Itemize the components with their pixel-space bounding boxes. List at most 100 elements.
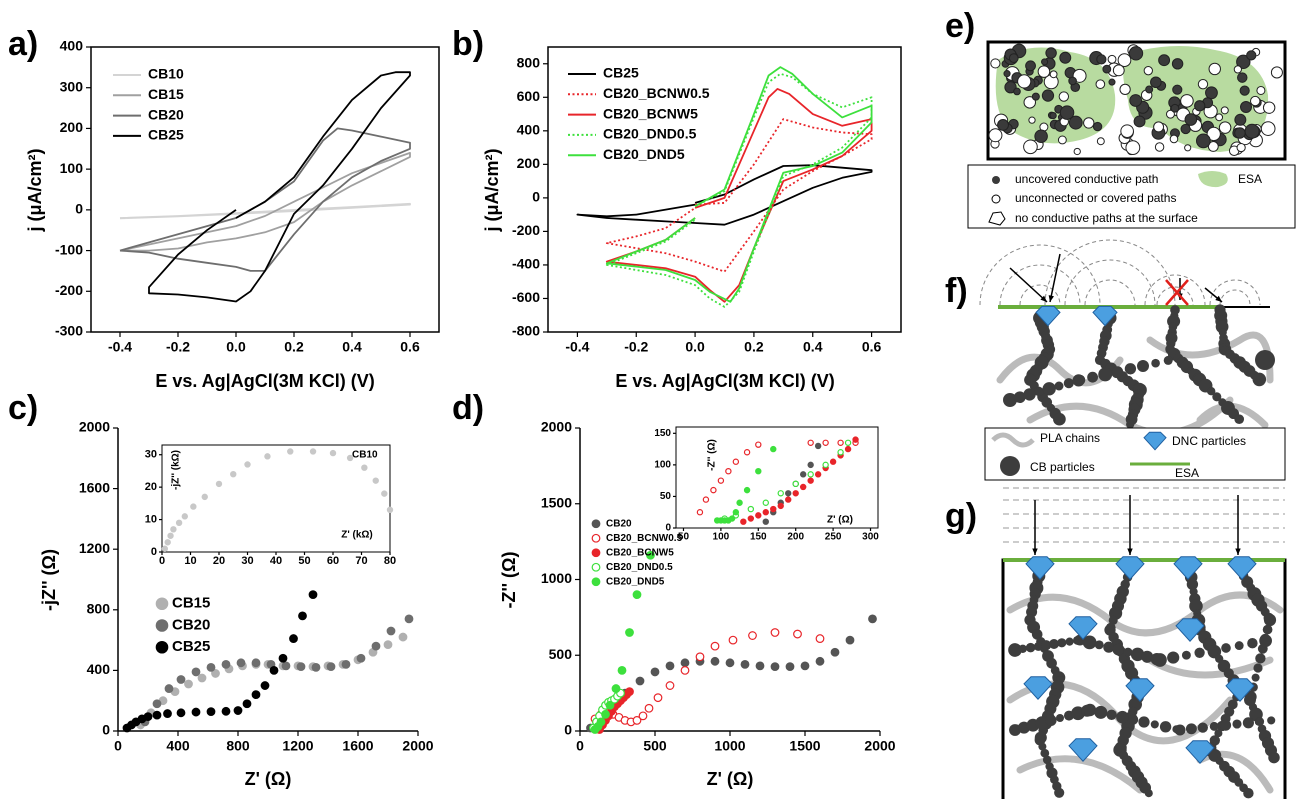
covered-particle [1037,65,1051,78]
y-axis-label: j (μA/cm²) [25,148,45,232]
data-point [748,631,757,640]
x-tick-label: 60 [327,555,339,567]
data-point [176,675,186,684]
data-point [837,439,844,446]
covered-particle [1208,62,1221,76]
x-tick-label: 70 [355,555,367,567]
covered-particle [1073,147,1081,156]
legend-marker [155,597,169,611]
cb-particle [1023,388,1036,401]
y-tick-label: 100 [60,160,84,176]
cb-particle [1232,719,1242,729]
legend-label: CB20 [606,518,632,529]
data-point [206,662,216,672]
data-point [852,436,859,443]
conductive-particle [1102,64,1112,74]
x-tick-label: 0.0 [226,339,246,355]
conductive-particle [1008,53,1019,63]
data-point [770,445,777,453]
data-point [309,448,317,455]
x-tick-label: 0 [159,555,165,567]
dnc-particle [1068,738,1098,762]
data-point [680,658,690,668]
y-tick-label: 150 [654,428,671,439]
data-point [725,658,735,668]
y-tick-label: 0 [532,189,540,205]
data-point [710,641,720,651]
data-point [728,635,738,645]
covered-particle [1250,95,1261,107]
cb-particle [1221,643,1231,653]
cv-curve [605,66,873,303]
legend-marker [991,194,1001,204]
cb-particle [1212,392,1222,402]
legend-shape [988,211,1006,226]
diffusion-arc [1064,259,1156,306]
y-tick-label: -100 [55,241,83,257]
y-tick-label: 0 [564,722,572,738]
data-point [710,656,720,666]
pla-chain [1016,755,1144,794]
arrow-head [1048,295,1054,302]
data-point [807,461,814,469]
data-point [381,490,388,497]
data-point [792,490,799,497]
arrow-head [1032,548,1038,555]
y-tick-label: 100 [654,460,671,471]
cb-particle [1234,414,1245,425]
data-point [386,626,396,636]
cb-particle [1094,705,1108,719]
covered-particle [1207,141,1219,152]
cb-particle [1025,642,1036,653]
cb-particle [1033,641,1043,651]
data-point [807,477,814,484]
panel-label: a) [8,25,38,63]
covered-particle [1206,126,1221,142]
data-point [221,706,231,716]
dnc-particle [1092,305,1118,327]
diffusion-arc [1156,286,1194,306]
diffusion-arc [1044,239,1176,306]
data-point [740,659,750,669]
data-point [251,658,261,668]
x-tick-label: 200 [787,532,804,543]
y-tick-label: 800 [517,54,541,70]
dnc-particle [1035,305,1061,327]
conductive-particle [1013,87,1021,96]
x-axis-label: E vs. Ag|AgCl(3M KCl) (V) [155,371,374,391]
conductive-particle [1059,51,1072,64]
legend-label: PLA chains [1040,431,1100,445]
covered-particle [1256,85,1266,95]
cb-particle [1038,742,1047,751]
covered-particle [988,128,1003,143]
cb-particle [1008,643,1022,657]
x-tick-label: 400 [166,738,190,754]
legend-marker [591,562,601,572]
y-tick-label: 800 [87,601,111,617]
data-point [837,449,844,456]
data-point [665,661,675,671]
data-point [152,699,162,709]
diagrams: e) f) g) uncovered conductive path ESA unc… [945,7,1296,799]
data-point [215,480,223,488]
dnc-particle [1143,431,1167,451]
cb-particle [1255,653,1266,664]
data-point [755,661,765,671]
y-tick-label: 2000 [541,419,572,435]
data-point [632,590,642,600]
data-point [815,634,825,643]
x-tick-label: 40 [270,555,282,567]
cb-particle [1055,713,1065,723]
cb-particle [1253,663,1263,673]
legend-label: CB20 [172,616,210,633]
y-tick-label: -800 [512,323,540,339]
y-tick-label: 400 [60,38,84,54]
x-tick-label: 800 [226,738,250,754]
y-tick-label: 50 [660,491,672,502]
legend-marker [591,533,601,543]
data-point [638,711,648,721]
covered-particle [1117,53,1132,68]
data-point [244,461,251,468]
data-point [822,461,829,469]
dnc-particle [1068,616,1098,640]
